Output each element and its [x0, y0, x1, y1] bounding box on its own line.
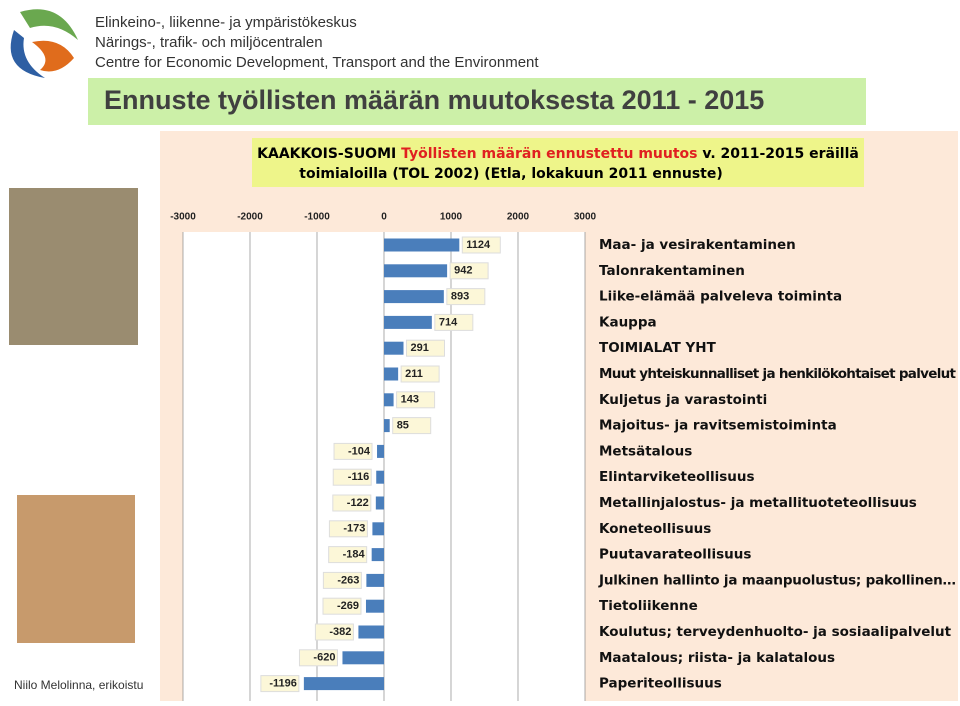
value-label-box [314, 623, 354, 641]
category-label: Metsätalous [599, 443, 692, 459]
photo [17, 495, 135, 643]
category-label: Talonrakentaminen [599, 263, 745, 279]
x-tick-label: -3000 [170, 212, 196, 223]
bar [372, 522, 384, 536]
category-label: Paperiteollisuus [599, 676, 722, 692]
bar [365, 599, 384, 613]
logo [10, 9, 78, 78]
bar [384, 341, 404, 355]
photo [9, 188, 138, 345]
value-label: 143 [401, 394, 419, 406]
chart-title: toimialoilla (TOL 2002) (Etla, lokakuun … [299, 166, 722, 182]
x-tick-label: -1000 [304, 212, 330, 223]
bar [384, 290, 444, 304]
value-label: -173 [343, 523, 365, 535]
value-label-box [434, 313, 474, 331]
value-label: 942 [454, 265, 472, 277]
value-label: 211 [405, 368, 423, 380]
value-label: -184 [343, 549, 366, 561]
category-label: Majoitus- ja ravitsemistoiminta [599, 418, 837, 434]
footer: Niilo Melolinna, erikoistu [14, 678, 143, 692]
category-label: Puutavarateollisuus [599, 547, 751, 563]
value-label-box [446, 288, 486, 306]
chart-title-part: v. 2011-2015 eräillä [702, 146, 858, 162]
category-label: Kuljetus ja varastointi [599, 392, 767, 408]
bar [358, 625, 384, 639]
value-label: -620 [313, 652, 335, 664]
value-label-box [392, 417, 432, 435]
value-label-box [260, 675, 300, 693]
chart-title-box [252, 138, 864, 187]
category-label: TOIMIALAT YHT [599, 340, 717, 356]
category-label: Maa- ja vesirakentaminen [599, 237, 796, 253]
value-label-box [328, 520, 368, 538]
chart-title: KAAKKOIS-SUOMI Työllisten määrän ennuste… [257, 146, 859, 162]
x-tick-label: 1000 [440, 212, 463, 223]
bar [375, 496, 384, 510]
x-tick-label: 0 [381, 212, 387, 223]
category-label: Tietoliikenne [599, 598, 698, 614]
bar [384, 367, 399, 381]
bar [366, 573, 384, 587]
category-label: Koneteollisuus [599, 521, 711, 537]
value-label: -122 [347, 497, 369, 509]
value-label-box [396, 391, 436, 409]
category-label: Julkinen hallinto ja maanpuolustus; pako… [598, 572, 956, 588]
bar [342, 651, 384, 665]
value-label: -116 [348, 471, 369, 483]
bar [303, 677, 384, 691]
bar [377, 444, 384, 458]
category-label: Koulutus; terveydenhuolto- ja sosiaalipa… [599, 624, 952, 640]
value-label: 85 [397, 420, 409, 432]
value-label-box [449, 262, 489, 280]
x-tick-label: 2000 [507, 212, 530, 223]
value-label: -382 [329, 626, 351, 638]
value-label-box [400, 365, 440, 383]
value-label-box [405, 339, 445, 357]
x-tick-label: 3000 [574, 212, 597, 223]
header-line: Närings-, trafik- och miljöcentralen [95, 34, 323, 51]
value-label-box [332, 494, 372, 512]
value-label: -263 [337, 574, 359, 586]
chart-title-part: Työllisten määrän ennustettu muutos [401, 146, 697, 162]
bar [384, 393, 394, 407]
value-label: 1124 [466, 239, 491, 251]
header-line: Elinkeino-, liikenne- ja ympäristökeskus [95, 14, 357, 31]
bar [371, 548, 384, 562]
category-label: Liike-elämää palveleva toiminta [599, 289, 842, 305]
category-label: Maatalous; riista- ja kalatalous [599, 650, 835, 666]
bar [384, 238, 460, 252]
value-label: -269 [337, 600, 359, 612]
value-label: -1196 [269, 678, 297, 690]
bar [384, 264, 448, 278]
value-label-box [333, 442, 373, 460]
value-label-box [461, 236, 501, 254]
category-label: Metallinjalostus- ja metallituoteteollis… [599, 495, 917, 511]
plot: -3000 -2000 -1000 0 1000 2000 3000 Maa- ja vesi… [170, 212, 957, 701]
header-line: Centre for Economic Development, Transpo… [95, 54, 539, 71]
category-label: Elintarviketeollisuus [599, 469, 755, 485]
bar [384, 315, 432, 329]
x-tick-label: -2000 [237, 212, 263, 223]
category-label: Muut yhteiskunnalliset ja henkilökohtais… [599, 366, 957, 382]
title-banner [88, 78, 866, 125]
bar [384, 419, 390, 433]
value-label: 291 [410, 342, 428, 354]
value-label-box [332, 468, 372, 486]
category-label: Kauppa [599, 314, 657, 330]
chart-title-part: KAAKKOIS-SUOMI [257, 146, 396, 162]
value-label: 893 [451, 291, 469, 303]
value-label-box [322, 597, 362, 615]
value-label-box [298, 649, 338, 667]
slide-title: Ennuste työllisten määrän muutoksesta 20… [104, 85, 764, 115]
value-label: 714 [439, 316, 458, 328]
value-label: -104 [348, 445, 371, 457]
bar [376, 470, 384, 484]
value-label-box [328, 546, 368, 564]
value-label-box [322, 571, 362, 589]
